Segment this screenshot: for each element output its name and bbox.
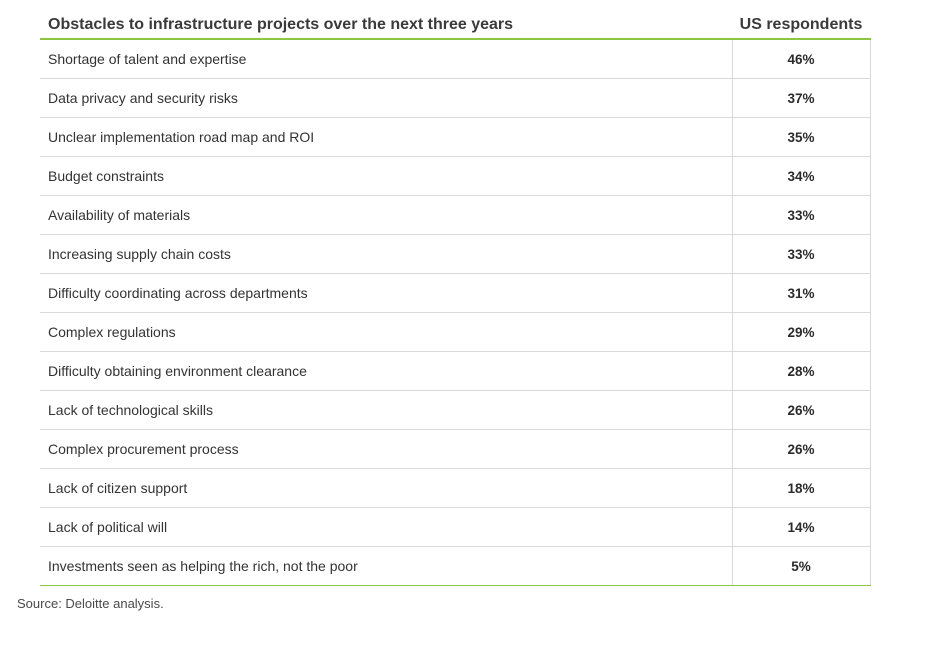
row-label: Lack of citizen support <box>40 468 732 508</box>
table-row: Budget constraints 34% <box>40 156 871 196</box>
table-row: Increasing supply chain costs 33% <box>40 234 871 274</box>
row-label: Data privacy and security risks <box>40 78 732 118</box>
row-value: 46% <box>731 39 871 79</box>
row-value: 29% <box>731 312 871 352</box>
row-value: 26% <box>731 390 871 430</box>
row-value: 14% <box>731 507 871 547</box>
table-row: Difficulty obtaining environment clearan… <box>40 351 871 391</box>
row-label: Lack of technological skills <box>40 390 732 430</box>
row-value: 37% <box>731 78 871 118</box>
column-header-us-respondents: US respondents <box>732 12 870 40</box>
column-header-obstacles: Obstacles to infrastructure projects ove… <box>40 12 732 40</box>
row-label: Lack of political will <box>40 507 732 547</box>
row-label: Complex regulations <box>40 312 732 352</box>
table-body: Shortage of talent and expertise 46% Data … <box>40 39 871 586</box>
table-row: Lack of technological skills 26% <box>40 390 871 430</box>
row-value: 28% <box>731 351 871 391</box>
row-value: 31% <box>731 273 871 313</box>
row-value: 5% <box>731 546 871 586</box>
table-row: Lack of citizen support 18% <box>40 468 871 508</box>
row-label: Difficulty coordinating across departmen… <box>40 273 732 313</box>
row-value: 26% <box>731 429 871 469</box>
row-label: Budget constraints <box>40 156 732 196</box>
table-row: Shortage of talent and expertise 46% <box>40 39 871 79</box>
row-label: Increasing supply chain costs <box>40 234 732 274</box>
row-label: Availability of materials <box>40 195 732 235</box>
table-row: Complex regulations 29% <box>40 312 871 352</box>
row-value: 33% <box>731 195 871 235</box>
table-row: Investments seen as helping the rich, no… <box>40 546 871 586</box>
row-value: 35% <box>731 117 871 157</box>
row-value: 33% <box>731 234 871 274</box>
table-row: Availability of materials 33% <box>40 195 871 235</box>
table-header: Obstacles to infrastructure projects ove… <box>40 12 870 40</box>
source-note: Source: Deloitte analysis. <box>17 596 164 611</box>
row-value: 34% <box>731 156 871 196</box>
row-label: Difficulty obtaining environment clearan… <box>40 351 732 391</box>
row-label: Investments seen as helping the rich, no… <box>40 546 732 586</box>
obstacles-table: Obstacles to infrastructure projects ove… <box>40 12 871 586</box>
table-row: Unclear implementation road map and ROI 3… <box>40 117 871 157</box>
table-row: Difficulty coordinating across departmen… <box>40 273 871 313</box>
row-label: Shortage of talent and expertise <box>40 39 732 79</box>
row-value: 18% <box>731 468 871 508</box>
data-table-container: Obstacles to infrastructure projects ove… <box>40 12 871 586</box>
row-label: Complex procurement process <box>40 429 732 469</box>
table-row: Data privacy and security risks 37% <box>40 78 871 118</box>
row-label: Unclear implementation road map and ROI <box>40 117 732 157</box>
table-row: Lack of political will 14% <box>40 507 871 547</box>
table-row: Complex procurement process 26% <box>40 429 871 469</box>
header-row: Obstacles to infrastructure projects ove… <box>40 12 870 40</box>
